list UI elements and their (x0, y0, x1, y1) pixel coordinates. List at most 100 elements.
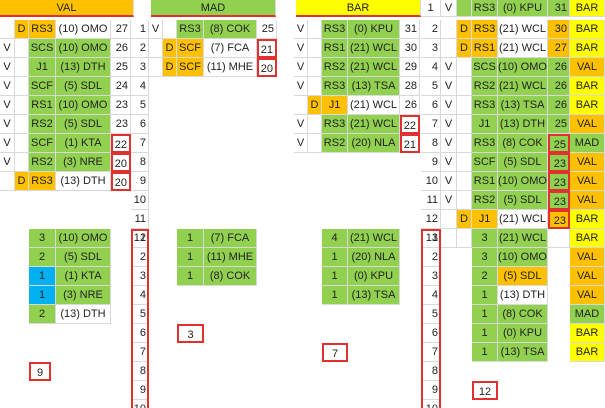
val-player[interactable]: (13) DTH (56, 172, 111, 191)
bar-score[interactable]: 22 (400, 115, 420, 134)
val-player[interactable]: (10) OMO (56, 20, 111, 39)
val-flag[interactable] (0, 20, 15, 39)
header-position[interactable]: RS3 (472, 0, 498, 17)
mad-score[interactable]: 21 (257, 39, 277, 58)
row-number[interactable]: 4 (131, 77, 149, 96)
mad-summary-count[interactable]: 1 (177, 229, 204, 248)
rank-index-right[interactable]: 4 (421, 286, 441, 305)
rank-position[interactable]: RS3 (472, 20, 498, 39)
row-number[interactable]: 10 (131, 191, 149, 210)
rank-player[interactable]: (8) COK (498, 134, 548, 153)
right-summary-count[interactable]: 1 (472, 305, 498, 324)
val-d[interactable] (15, 153, 29, 172)
val-position[interactable]: RS1 (29, 96, 56, 115)
right-summary-player[interactable]: (10) OMO (498, 248, 548, 267)
rank-position[interactable]: J1 (472, 115, 498, 134)
bar-d[interactable] (308, 39, 322, 58)
rank-d[interactable] (457, 153, 472, 172)
val-score[interactable]: 23 (111, 115, 131, 134)
bar-position[interactable]: RS3 (322, 77, 348, 96)
rank-index-right[interactable]: 5 (421, 305, 441, 324)
mad-position[interactable]: SCF (177, 58, 204, 77)
rank-index-right[interactable]: 1 (421, 229, 441, 248)
rank-position[interactable]: RS1 (472, 39, 498, 58)
val-position[interactable]: RS3 (29, 172, 56, 191)
rank-index[interactable]: 10 (131, 400, 149, 408)
val-total[interactable]: 9 (29, 362, 51, 381)
rank-index[interactable]: 3 (131, 267, 149, 286)
rank-score[interactable]: 25 (548, 115, 570, 134)
val-score[interactable]: 20 (111, 172, 131, 191)
rank-player[interactable]: (21) WCL (498, 210, 548, 229)
rank-position[interactable]: RS2 (472, 77, 498, 96)
right-summary-player[interactable]: (8) COK (498, 305, 548, 324)
rank-number[interactable]: 6 (421, 96, 441, 115)
rank-team[interactable]: VAL (570, 172, 605, 191)
header-val[interactable]: VAL (0, 0, 134, 17)
mad-score[interactable]: 25 (257, 20, 277, 39)
bar-score[interactable]: 28 (400, 77, 420, 96)
rank-index[interactable]: 4 (131, 286, 149, 305)
bar-d[interactable] (308, 20, 322, 39)
rank-number[interactable]: 5 (421, 77, 441, 96)
bar-score[interactable]: 26 (400, 96, 420, 115)
bar-summary-player[interactable]: (0) KPU (348, 267, 400, 286)
right-summary-team[interactable]: BAR (570, 229, 605, 248)
val-position[interactable]: RS2 (29, 153, 56, 172)
bar-player[interactable]: (21) WCL (348, 58, 400, 77)
bar-position[interactable]: J1 (322, 96, 348, 115)
right-summary-player[interactable]: (13) DTH (498, 286, 548, 305)
val-flag[interactable] (0, 172, 15, 191)
row-number[interactable]: 2 (131, 39, 149, 58)
bar-position[interactable]: RS2 (322, 58, 348, 77)
val-score[interactable]: 27 (111, 20, 131, 39)
rank-flag[interactable] (441, 210, 457, 229)
rank-score[interactable]: 25 (548, 134, 570, 153)
rank-d[interactable] (457, 96, 472, 115)
val-summary-player[interactable]: (5) SDL (56, 248, 111, 267)
rank-d[interactable] (457, 115, 472, 134)
rank-d[interactable] (457, 134, 472, 153)
val-d[interactable] (15, 77, 29, 96)
bar-d[interactable] (308, 134, 322, 153)
header-team[interactable]: BAR (570, 0, 605, 17)
right-summary-count[interactable]: 3 (472, 229, 498, 248)
right-summary-count[interactable]: 1 (472, 343, 498, 362)
rank-flag[interactable] (441, 229, 457, 248)
rank-score[interactable]: 23 (548, 191, 570, 210)
rank-index-right[interactable]: 6 (421, 324, 441, 343)
row-number[interactable]: 1 (131, 20, 149, 39)
rank-index-right[interactable]: 7 (421, 343, 441, 362)
rank-team[interactable]: VAL (570, 58, 605, 77)
rank-number[interactable]: 9 (421, 153, 441, 172)
bar-summary-count[interactable]: 1 (322, 267, 348, 286)
right-summary-count[interactable]: 2 (472, 267, 498, 286)
rank-flag[interactable] (441, 20, 457, 39)
right-summary-team[interactable]: VAL (570, 267, 605, 286)
bar-d[interactable] (308, 58, 322, 77)
rank-player[interactable]: (13) TSA (498, 96, 548, 115)
rank-player[interactable]: (13) DTH (498, 115, 548, 134)
rank-team[interactable]: VAL (570, 191, 605, 210)
bar-summary-player[interactable]: (13) TSA (348, 286, 400, 305)
val-player[interactable]: (10) OMO (56, 39, 111, 58)
rank-flag[interactable]: V (441, 77, 457, 96)
rank-flag[interactable]: V (441, 96, 457, 115)
rank-team[interactable]: BAR (570, 39, 605, 58)
bar-position[interactable]: RS2 (322, 134, 348, 153)
mad-player[interactable]: (8) COK (204, 20, 257, 39)
rank-player[interactable]: (21) WCL (498, 39, 548, 58)
val-score[interactable]: 22 (111, 134, 131, 153)
bar-total[interactable]: 7 (322, 343, 348, 362)
val-summary-player[interactable]: (3) NRE (56, 286, 111, 305)
val-flag[interactable]: V (0, 96, 15, 115)
val-player[interactable]: (1) KTA (56, 134, 111, 153)
val-player[interactable]: (5) SDL (56, 77, 111, 96)
rank-score[interactable]: 23 (548, 172, 570, 191)
rank-score[interactable]: 23 (548, 210, 570, 229)
rank-player[interactable]: (21) WCL (498, 20, 548, 39)
val-summary-count[interactable]: 3 (29, 229, 56, 248)
header-row-number[interactable]: 1 (421, 0, 441, 17)
rank-d[interactable] (457, 58, 472, 77)
